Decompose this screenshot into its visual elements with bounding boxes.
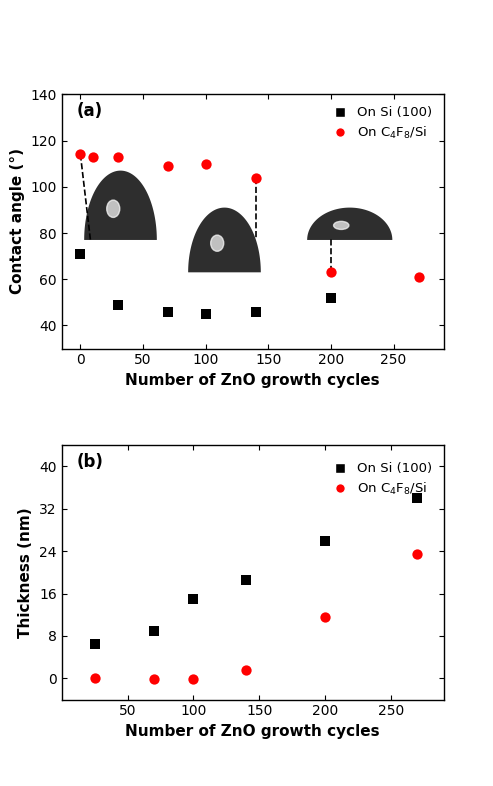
Point: [150, 673, 158, 685]
Polygon shape: [84, 171, 157, 240]
Point: [189, 593, 197, 605]
Point: [164, 160, 172, 172]
Point: [415, 270, 423, 283]
Point: [164, 305, 172, 318]
Point: [150, 624, 158, 637]
Ellipse shape: [211, 235, 224, 252]
Ellipse shape: [334, 222, 349, 230]
Point: [327, 292, 335, 304]
Text: (b): (b): [77, 453, 104, 471]
Point: [114, 299, 122, 311]
Y-axis label: Contact angle (°): Contact angle (°): [10, 149, 25, 295]
Legend: On Si (100), On C$_4$F$_8$/Si: On Si (100), On C$_4$F$_8$/Si: [321, 457, 437, 502]
X-axis label: Number of ZnO growth cycles: Number of ZnO growth cycles: [125, 724, 380, 739]
Point: [321, 612, 329, 624]
Point: [91, 672, 99, 685]
Point: [76, 248, 84, 260]
Point: [414, 548, 422, 560]
X-axis label: Number of ZnO growth cycles: Number of ZnO growth cycles: [125, 373, 380, 388]
Point: [242, 574, 250, 586]
Point: [242, 664, 250, 677]
Text: (a): (a): [77, 102, 103, 120]
Point: [252, 171, 260, 184]
Point: [91, 637, 99, 650]
Point: [189, 673, 197, 685]
Polygon shape: [307, 208, 392, 240]
Y-axis label: Thickness (nm): Thickness (nm): [18, 507, 34, 637]
Point: [202, 307, 210, 320]
Point: [252, 305, 260, 318]
Point: [321, 534, 329, 547]
Legend: On Si (100), On C$_4$F$_8$/Si: On Si (100), On C$_4$F$_8$/Si: [321, 101, 437, 146]
Point: [414, 492, 422, 505]
Point: [89, 150, 97, 163]
Polygon shape: [188, 208, 261, 272]
Ellipse shape: [106, 200, 120, 218]
Point: [327, 266, 335, 278]
Point: [202, 157, 210, 170]
Point: [76, 148, 84, 160]
Point: [114, 150, 122, 163]
